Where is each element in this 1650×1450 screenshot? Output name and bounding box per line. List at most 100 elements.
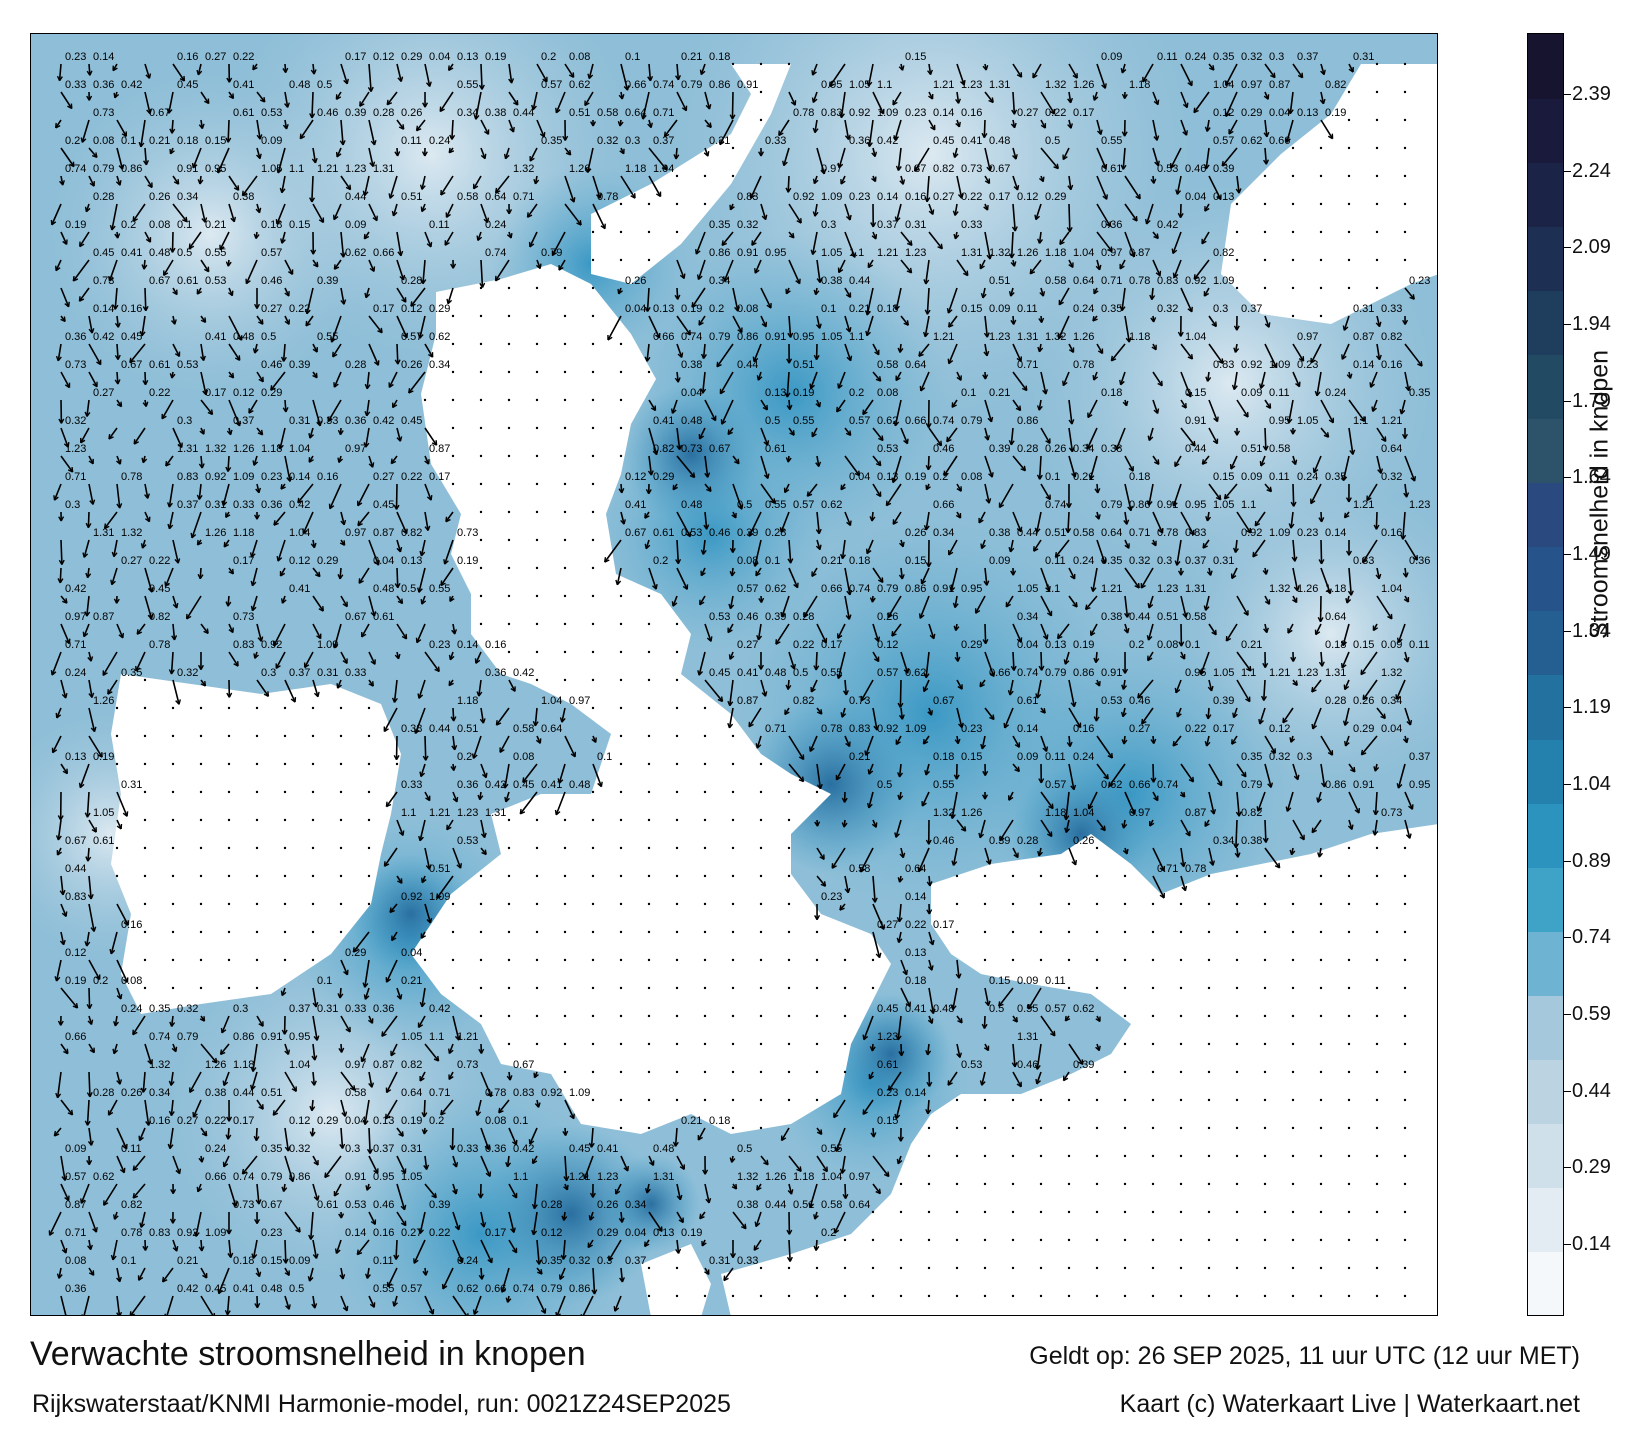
calm-dot <box>1095 1070 1099 1074</box>
current-arrow <box>171 706 175 710</box>
current-arrow <box>1039 1238 1043 1242</box>
calm-dot <box>1375 230 1379 234</box>
calm-dot <box>563 1042 567 1046</box>
speed-label: 0.04 <box>625 1227 646 1239</box>
speed-label: 0.36 <box>345 415 366 427</box>
current-arrow <box>162 259 174 277</box>
current-arrow <box>1092 91 1099 101</box>
current-arrow <box>647 762 651 766</box>
current-arrow <box>479 482 483 486</box>
current-arrow <box>255 706 259 710</box>
current-arrow <box>871 231 878 240</box>
current-arrow <box>479 398 483 402</box>
current-arrow <box>1172 259 1182 279</box>
calm-dot <box>1151 1126 1155 1130</box>
current-arrow <box>1179 1126 1183 1130</box>
speed-label: 0.09 <box>1381 639 1402 651</box>
calm-dot <box>1375 930 1379 934</box>
calm-dot <box>311 734 315 738</box>
current-arrow <box>1375 174 1379 178</box>
calm-dot <box>1067 902 1071 906</box>
current-arrow <box>648 175 662 198</box>
speed-label: 0.36 <box>457 779 478 791</box>
current-arrow <box>535 622 539 626</box>
calm-dot <box>563 678 567 682</box>
current-arrow <box>1120 63 1127 74</box>
current-arrow <box>115 706 119 710</box>
current-arrow <box>1204 119 1211 132</box>
speed-label: 0.91 <box>1185 415 1206 427</box>
speed-label: 0.11 <box>1045 975 1066 987</box>
calm-dot <box>535 930 539 934</box>
calm-dot <box>535 538 539 542</box>
current-arrow <box>451 426 455 430</box>
calm-dot <box>507 846 511 850</box>
current-arrow <box>1375 1070 1379 1074</box>
colorbar-tick-mark <box>1564 477 1571 479</box>
speed-label: 1.31 <box>485 807 506 819</box>
speed-label: 1.18 <box>1129 331 1150 343</box>
speed-label: 0.82 <box>1325 79 1346 91</box>
current-arrow <box>1119 259 1126 270</box>
calm-dot <box>1207 1210 1211 1214</box>
current-arrow <box>984 91 994 104</box>
speed-label: 0.16 <box>317 471 338 483</box>
calm-dot <box>283 930 287 934</box>
current-arrow <box>899 175 906 185</box>
calm-dot <box>703 1042 707 1046</box>
speed-label: 0.29 <box>653 471 674 483</box>
current-arrow <box>1011 930 1015 934</box>
current-arrow <box>815 1098 819 1102</box>
current-arrow <box>1320 119 1334 140</box>
current-arrow <box>219 231 230 251</box>
speed-label: 0.19 <box>681 303 702 315</box>
speed-label: 1.1 <box>1241 667 1256 679</box>
current-arrow <box>1375 118 1379 122</box>
speed-label: 0.51 <box>1157 611 1178 623</box>
calm-dot <box>1347 202 1351 206</box>
speed-label: 1.23 <box>877 1031 898 1043</box>
speed-label: 0.66 <box>205 1171 226 1183</box>
calm-dot <box>479 538 483 542</box>
current-arrow <box>1010 119 1017 129</box>
current-arrow <box>563 986 567 990</box>
current-arrow <box>284 91 290 108</box>
speed-label: 0.04 <box>1017 639 1038 651</box>
current-arrow <box>283 818 287 822</box>
calm-dot <box>563 594 567 598</box>
current-arrow <box>619 594 623 598</box>
speed-label: 0.87 <box>1353 331 1374 343</box>
speed-label: 1.1 <box>401 807 416 819</box>
current-arrow <box>115 874 119 878</box>
speed-label: 0.95 <box>793 331 814 343</box>
calm-dot <box>227 790 231 794</box>
current-arrow <box>619 622 623 626</box>
current-arrow <box>1403 1210 1407 1214</box>
current-arrow <box>617 119 624 127</box>
calm-dot <box>479 454 483 458</box>
calm-dot <box>759 790 763 794</box>
calm-dot <box>507 398 511 402</box>
speed-label: 0.66 <box>1269 135 1290 147</box>
current-arrow <box>113 91 120 99</box>
current-arrow <box>699 63 706 76</box>
calm-dot <box>1291 1126 1295 1130</box>
current-arrow <box>339 119 346 146</box>
calm-dot <box>647 1070 651 1074</box>
current-arrow <box>1235 930 1239 934</box>
current-arrow <box>787 1294 791 1298</box>
current-arrow <box>927 1266 931 1270</box>
colorbar-tick-mark <box>1564 1167 1571 1169</box>
calm-dot <box>255 762 259 766</box>
current-arrow <box>1235 1042 1239 1046</box>
current-arrow <box>1319 314 1323 318</box>
speed-label: 0.09 <box>261 135 282 147</box>
speed-label: 0.36 <box>849 135 870 147</box>
calm-dot <box>1179 1238 1183 1242</box>
current-arrow <box>1319 1098 1323 1102</box>
current-arrow <box>983 1210 987 1214</box>
current-arrow <box>1403 1070 1407 1074</box>
speed-label: 0.55 <box>821 1143 842 1155</box>
speed-label: 0.74 <box>65 163 86 175</box>
speed-label: 0.58 <box>513 723 534 735</box>
